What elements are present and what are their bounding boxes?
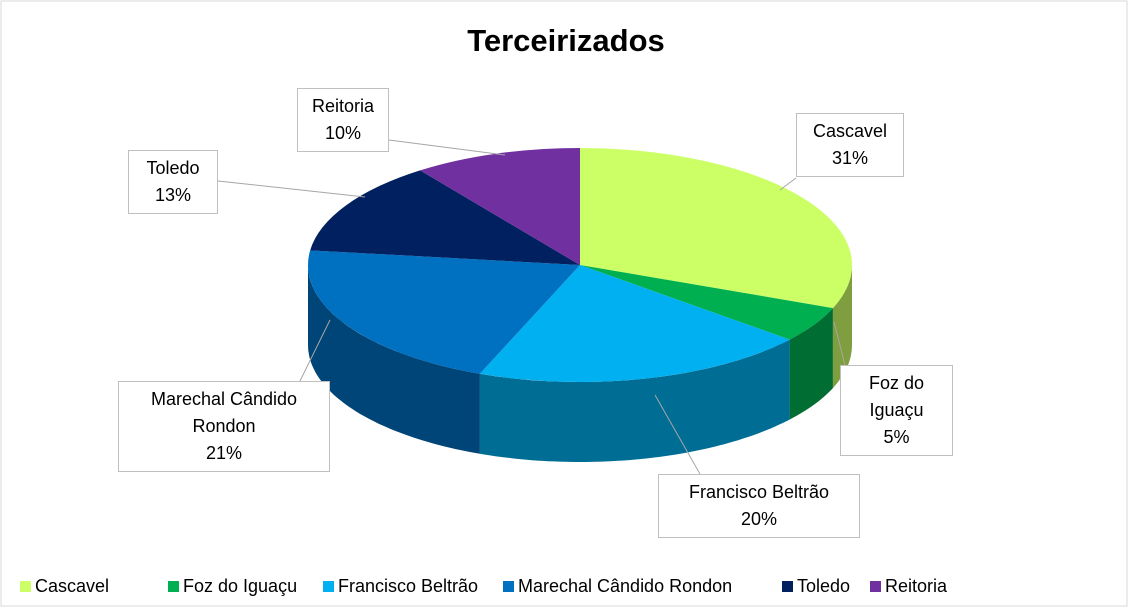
legend-swatch: [168, 581, 179, 592]
legend-swatch: [870, 581, 881, 592]
chart-title: Terceirizados: [467, 23, 665, 58]
leader-line: [654, 394, 701, 475]
slice-side: [308, 265, 480, 454]
legend-item: Toledo: [782, 576, 850, 597]
leader-line: [388, 139, 506, 156]
data-label-value: 31%: [831, 148, 869, 168]
data-label-category: Foz do Iguaçu: [868, 373, 925, 420]
data-label: Francisco Beltrão 20%: [658, 474, 860, 538]
legend-label: Marechal Cândido Rondon: [518, 576, 733, 596]
data-label-value: 21%: [205, 443, 243, 463]
slice: [580, 265, 833, 340]
data-label-category: Cascavel: [812, 121, 888, 141]
legend-item: Cascavel: [20, 576, 109, 597]
slice: [310, 170, 580, 265]
data-label: Reitoria 10%: [297, 88, 389, 152]
legend-item: Foz do Iguaçu: [168, 576, 297, 597]
slice-side: [789, 308, 833, 420]
legend-label: Francisco Beltrão: [338, 576, 479, 596]
slice: [479, 265, 790, 382]
data-label-category: Francisco Beltrão: [688, 482, 830, 502]
legend-swatch: [20, 581, 31, 592]
legend-label: Reitoria: [885, 576, 948, 596]
data-label: Toledo 13%: [128, 150, 218, 214]
data-label-value: 10%: [324, 123, 362, 143]
slice-side: [479, 339, 790, 462]
leader-line: [833, 321, 846, 366]
data-label-value: 20%: [740, 509, 778, 529]
legend-item: Marechal Cândido Rondon: [503, 576, 732, 597]
data-label-value: 5%: [883, 427, 910, 447]
slice-side: [832, 265, 852, 389]
data-label: Foz do Iguaçu 5%: [840, 365, 953, 456]
legend-item: Francisco Beltrão: [323, 576, 478, 597]
data-label-category: Marechal Cândido Rondon: [150, 389, 298, 436]
legend-swatch: [503, 581, 514, 592]
legend-label: Cascavel: [35, 576, 110, 596]
legend-item: Reitoria: [870, 576, 947, 597]
leader-line: [779, 177, 797, 191]
data-label: Cascavel 31%: [796, 113, 904, 177]
slice: [308, 250, 580, 374]
slice: [580, 148, 853, 309]
data-label: Marechal Cândido Rondon 21%: [118, 381, 330, 472]
data-label-category: Reitoria: [311, 96, 375, 116]
legend-label: Foz do Iguaçu: [183, 576, 298, 596]
data-label-value: 13%: [154, 185, 192, 205]
legend-swatch: [323, 581, 334, 592]
slice: [420, 148, 580, 265]
data-label-category: Toledo: [146, 158, 200, 178]
legend-label: Toledo: [797, 576, 851, 596]
leader-line: [217, 180, 366, 198]
leader-line: [299, 319, 331, 382]
legend-swatch: [782, 581, 793, 592]
